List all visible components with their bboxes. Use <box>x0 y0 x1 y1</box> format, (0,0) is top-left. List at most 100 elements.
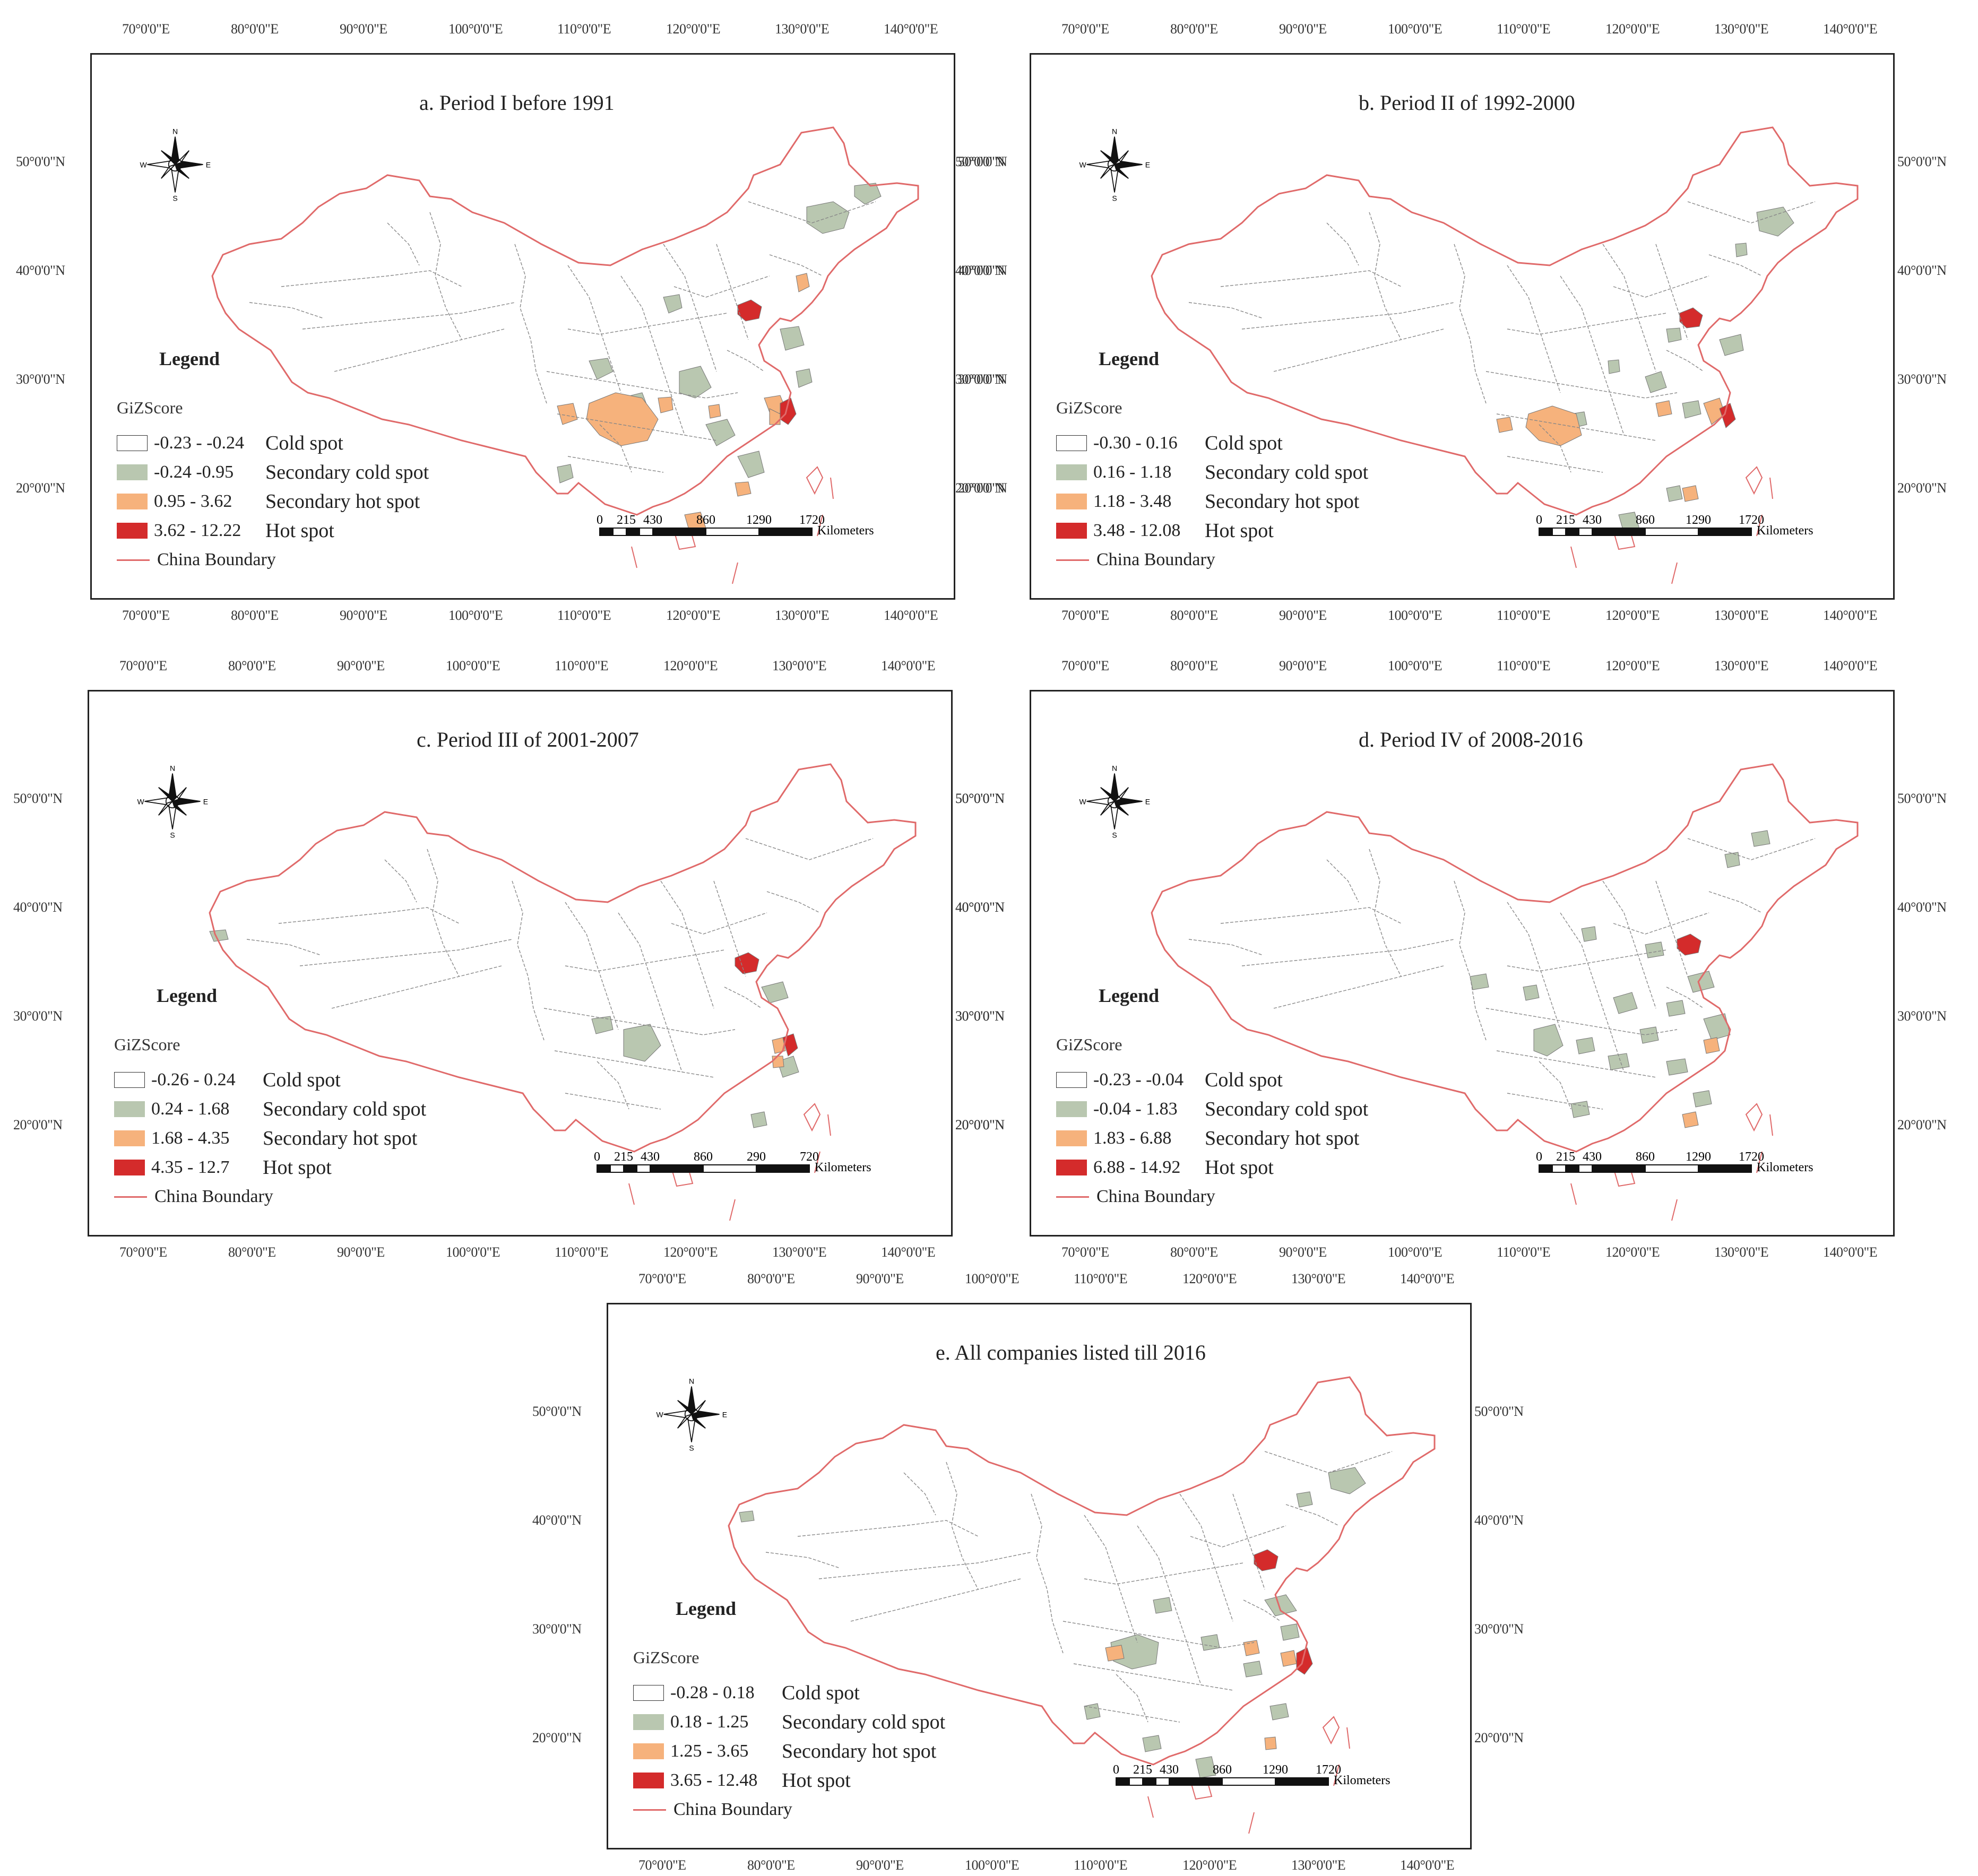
lon-label-bottom: 120°0'0"E <box>1605 1244 1660 1260</box>
boundary-line-swatch <box>633 1809 666 1811</box>
lat-label-left: 30°0'0"N <box>955 1008 1005 1024</box>
secondary-cold-spot-region <box>1666 485 1683 502</box>
legend-class-name: Secondary cold spot <box>1205 1098 1369 1120</box>
lat-label-right: 50°0'0"N <box>958 154 1007 169</box>
legend-swatch <box>114 1101 145 1117</box>
admin-boundary <box>673 275 770 298</box>
admin-boundary <box>1507 1093 1603 1110</box>
secondary-cold-spot-region <box>1570 1101 1590 1118</box>
lat-label-left: 40°0'0"N <box>13 900 63 915</box>
legend-row: 1.68 - 4.35 Secondary hot spot <box>114 1127 417 1149</box>
admin-boundary <box>1539 1061 1571 1110</box>
legend-row: -0.28 - 0.18 Cold spot <box>633 1682 860 1704</box>
lon-label-top: 140°0'0"E <box>881 658 936 673</box>
secondary-cold-spot-region <box>1703 1013 1731 1041</box>
scale-bar-segment <box>612 528 627 536</box>
legend-range: 0.18 - 1.25 <box>670 1712 749 1732</box>
lat-label-left: 30°0'0"N <box>13 1008 63 1024</box>
secondary-cold-spot-region <box>1645 371 1667 393</box>
boundary-line-swatch <box>117 559 150 561</box>
hot-spot-region <box>1677 933 1701 956</box>
admin-boundary <box>1241 939 1455 966</box>
compass-e: E <box>206 160 211 169</box>
scale-unit: Kilometers <box>817 524 874 538</box>
lon-label-bottom: 140°0'0"E <box>1823 1244 1878 1260</box>
lat-label-left: 50°0'0"N <box>532 1404 582 1419</box>
scale-bar-segment <box>1275 1777 1329 1786</box>
scale-bar: 0 215 430 860 1290 1720 Kilometers <box>1536 1150 1813 1174</box>
scale-bar-segment <box>1698 528 1752 536</box>
admin-boundary <box>745 838 874 860</box>
legend-class-name: Secondary cold spot <box>782 1711 946 1733</box>
lat-label-left: 30°0'0"N <box>955 371 1005 387</box>
legend-range: -0.04 - 1.83 <box>1093 1099 1178 1119</box>
legend-row: 3.65 - 12.48 Hot spot <box>633 1769 851 1792</box>
secondary-cold-spot-region <box>1296 1491 1313 1508</box>
compass-n: N <box>689 1377 694 1385</box>
legend-row: 4.35 - 12.7 Hot spot <box>114 1156 332 1179</box>
secondary-hot-spot-region <box>772 1037 786 1054</box>
legend-row-boundary: China Boundary <box>117 549 276 570</box>
hot-spot-region <box>737 299 762 322</box>
admin-boundary <box>818 1552 1032 1579</box>
scale-bar: 0 215 430 860 1290 1720 Kilometers <box>1113 1763 1390 1787</box>
lat-label-left: 20°0'0"N <box>532 1730 582 1745</box>
map-frame <box>607 1303 1472 1849</box>
lon-label-bottom: 70°0'0"E <box>638 1857 686 1873</box>
legend-range: 0.95 - 3.62 <box>154 491 232 511</box>
legend-range: 1.25 - 3.65 <box>670 1741 749 1761</box>
compass-n: N <box>1112 127 1117 135</box>
lon-label-top: 140°0'0"E <box>884 21 938 37</box>
legend-field-label: GiZScore <box>1056 1035 1122 1054</box>
scale-unit: Kilometers <box>1757 1161 1813 1174</box>
legend-class-name: Secondary cold spot <box>1205 461 1369 483</box>
secondary-hot-spot-region <box>557 403 578 425</box>
scale-bar-segment <box>652 528 706 536</box>
admin-boundary <box>946 1462 979 1590</box>
legend-heading: Legend <box>157 985 218 1006</box>
lon-label-top: 140°0'0"E <box>1400 1271 1455 1286</box>
scale-bar-segment <box>758 528 813 536</box>
legend-class-name: Secondary cold spot <box>263 1098 427 1120</box>
legend-field-label: GiZScore <box>114 1035 180 1054</box>
legend-row-boundary: China Boundary <box>633 1799 792 1820</box>
admin-boundary <box>1285 1504 1340 1526</box>
legend-row: 3.62 - 12.22 Hot spot <box>117 520 334 542</box>
lon-label-bottom: 90°0'0"E <box>1279 608 1327 623</box>
compass-s: S <box>689 1443 694 1451</box>
china-boundary-taiwan <box>1745 466 1763 495</box>
secondary-hot-spot-region <box>1655 400 1672 417</box>
admin-boundary <box>903 1472 936 1516</box>
admin-boundary <box>1655 880 1688 977</box>
secondary-cold-spot-region <box>557 464 574 483</box>
admin-boundary <box>724 987 762 1009</box>
lon-label-bottom: 130°0'0"E <box>1291 1857 1346 1873</box>
secondary-hot-spot-region <box>1682 485 1699 502</box>
lat-label-left: 20°0'0"N <box>955 480 1005 496</box>
legend-swatch <box>1056 1160 1087 1175</box>
lat-label-right: 30°0'0"N <box>1897 371 1947 387</box>
secondary-cold-spot-region <box>1751 830 1770 847</box>
panel-title: b. Period II of 1992-2000 <box>1359 91 1575 115</box>
admin-boundary <box>1326 859 1359 903</box>
lat-label-left: 50°0'0"N <box>16 154 65 169</box>
lon-label-top: 70°0'0"E <box>1061 658 1109 673</box>
admin-boundary <box>1188 302 1264 319</box>
admin-boundary <box>727 350 765 372</box>
legend-swatch <box>633 1773 664 1788</box>
compass-e: E <box>203 797 208 806</box>
legend-class-name: Cold spot <box>263 1069 341 1091</box>
admin-boundary <box>514 244 547 404</box>
china-boundary-taiwan <box>803 1103 821 1132</box>
admin-boundary <box>1273 965 1444 1009</box>
scale-bar-segment <box>636 1164 651 1173</box>
secondary-cold-spot-region <box>679 366 712 399</box>
lon-label-bottom: 90°0'0"E <box>337 1244 385 1260</box>
admin-boundary <box>554 1050 714 1078</box>
scale-tick-label: 1290 <box>746 513 772 527</box>
lon-label-top: 90°0'0"E <box>337 658 385 673</box>
lon-label-top: 120°0'0"E <box>666 21 721 37</box>
scale-bar-segment <box>1565 1164 1579 1173</box>
scale-tick-label: 0 <box>597 513 603 527</box>
lat-label-left: 20°0'0"N <box>13 1117 63 1132</box>
